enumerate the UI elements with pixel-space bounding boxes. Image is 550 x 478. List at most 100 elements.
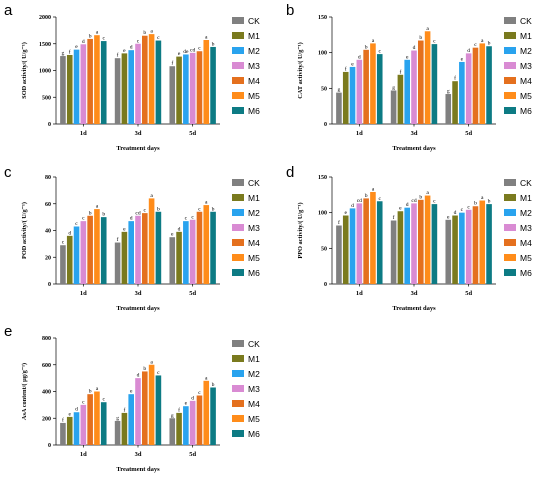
significance-letter: a	[426, 190, 429, 196]
significance-letter: b	[89, 210, 92, 216]
bar-ck-1d	[336, 225, 342, 284]
bar-m3-5d	[465, 209, 472, 284]
significance-letter: a	[205, 35, 208, 41]
bar-m3-3d	[135, 215, 141, 284]
significance-letter: e	[344, 210, 347, 216]
x-tick-label: 5d	[189, 130, 196, 137]
bar-m4-5d	[472, 206, 479, 284]
legend-label-m2: M2	[520, 46, 532, 56]
y-tick-label: 80	[45, 175, 51, 181]
significance-letter: e	[406, 54, 409, 60]
y-tick-label: 50	[321, 86, 327, 92]
significance-letter: f	[62, 416, 64, 423]
bar-m1-5d	[176, 412, 182, 445]
significance-letter: g	[171, 413, 174, 419]
significance-letter: d	[358, 54, 361, 60]
significance-letter: c	[185, 216, 188, 222]
legend-swatch-m2	[504, 209, 516, 216]
legend-swatch-m6	[232, 430, 244, 437]
y-tick-label: 800	[42, 336, 51, 342]
legend-label-m6: M6	[520, 106, 532, 116]
bar-m5-3d	[424, 195, 431, 284]
significance-letter: cd	[190, 47, 195, 53]
significance-letter: e	[351, 61, 354, 67]
bar-m5-3d	[148, 364, 155, 445]
significance-letter: b	[89, 389, 92, 395]
significance-letter: c	[137, 38, 140, 44]
bar-m5-1d	[94, 391, 100, 445]
bar-m4-1d	[363, 49, 369, 124]
significance-letter: a	[481, 195, 484, 201]
legend: CK M1 M2 M3 M4 M5 M6	[232, 178, 260, 278]
bar-m3-1d	[356, 59, 363, 124]
bar-m4-5d	[196, 51, 203, 124]
significance-letter: g	[116, 415, 119, 421]
y-tick-label: 0	[324, 122, 327, 128]
significance-letter: b	[89, 33, 92, 39]
legend-swatch-m3	[232, 224, 244, 231]
significance-letter: a	[150, 29, 153, 35]
significance-letter: a	[481, 38, 484, 44]
x-axis-label: Treatment days	[116, 145, 160, 152]
bar-m4-1d	[87, 38, 93, 125]
significance-letter: f	[178, 406, 180, 413]
significance-letter: e	[185, 401, 188, 407]
bar-m5-1d	[94, 209, 100, 284]
legend-label-m5: M5	[248, 253, 260, 263]
y-tick-label: 200	[42, 416, 51, 422]
significance-letter: c	[191, 214, 194, 220]
significance-letter: c	[82, 216, 85, 222]
significance-letter: c	[198, 206, 201, 212]
significance-letter: e	[399, 206, 402, 212]
bar-m3-5d	[189, 400, 196, 445]
significance-letter: cd	[411, 198, 416, 204]
significance-letter: b	[474, 201, 477, 207]
legend-label-ck: CK	[248, 178, 260, 188]
significance-letter: c	[433, 199, 436, 205]
significance-letter: f	[454, 75, 456, 82]
significance-letter: a	[150, 359, 153, 365]
bar-ck-3d	[114, 420, 121, 445]
legend-swatch-ck	[232, 179, 244, 186]
significance-letter: a	[372, 186, 375, 192]
bar-ck-3d	[390, 90, 397, 124]
significance-letter: b	[488, 199, 491, 205]
bar-m4-3d	[142, 371, 148, 445]
y-axis-label: AsA content/( µg/g⁻¹)	[21, 363, 28, 420]
y-tick-label: 100	[318, 211, 327, 217]
bar-m6-3d	[155, 40, 162, 124]
bar-ck-3d	[390, 220, 397, 284]
y-tick-label: 400	[42, 390, 51, 396]
significance-letter: d	[75, 407, 78, 413]
bar-m1-1d	[66, 54, 73, 124]
bar-m5-5d	[479, 200, 486, 284]
legend-label-m6: M6	[248, 429, 260, 439]
legend-swatch-m4	[232, 239, 244, 246]
panel-letter: d	[286, 164, 294, 181]
bar-m3-3d	[411, 50, 417, 124]
x-tick-label: 1d	[356, 290, 363, 297]
bar-m3-1d	[356, 203, 363, 284]
y-tick-label: 0	[48, 282, 51, 288]
x-axis-label: Treatment days	[392, 145, 436, 152]
significance-letter: c	[102, 36, 105, 42]
panel-letter: e	[4, 323, 12, 340]
significance-letter: c	[461, 207, 464, 213]
bar-m5-5d	[479, 43, 486, 124]
bar-m1-3d	[397, 211, 404, 284]
significance-letter: e	[178, 51, 181, 57]
bar-m3-3d	[135, 43, 141, 124]
bar-m2-1d	[73, 226, 80, 284]
y-axis-label: CAT activity/( U/g⁻¹)	[297, 42, 304, 98]
legend-label-m2: M2	[248, 208, 260, 218]
significance-letter: f	[338, 219, 340, 226]
bar-ck-5d	[169, 418, 176, 445]
bar-m1-3d	[397, 74, 404, 124]
significance-letter: c	[378, 196, 381, 202]
x-tick-label: 1d	[80, 451, 87, 458]
significance-letter: d	[406, 202, 409, 208]
significance-letter: d	[467, 48, 470, 54]
